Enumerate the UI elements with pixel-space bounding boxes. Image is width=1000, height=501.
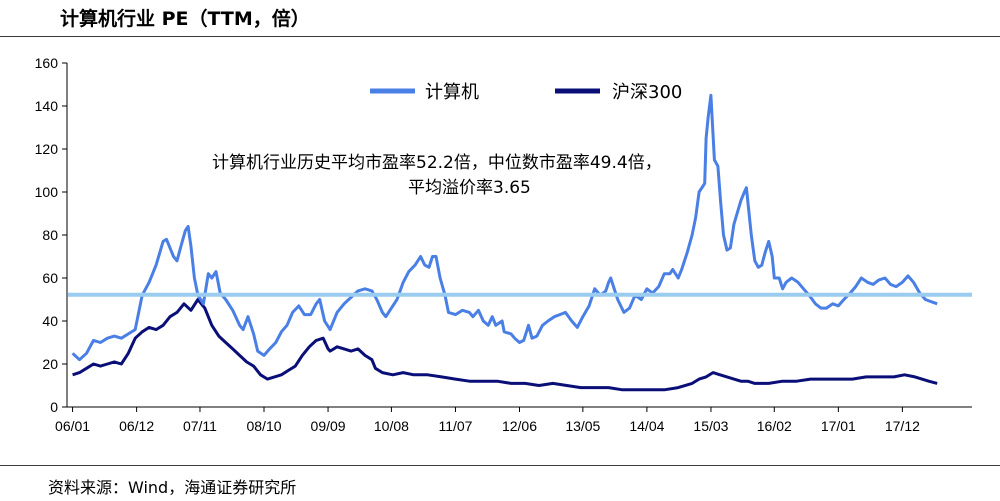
x-tick-label: 15/03 [693, 418, 728, 434]
legend: 计算机 沪深300 [370, 82, 682, 103]
y-tick-label: 80 [42, 227, 58, 243]
series-line-csi300 [72, 298, 938, 392]
y-tick-label: 20 [42, 356, 58, 372]
x-tick-label: 17/01 [821, 418, 856, 434]
chart-axes: 0 20 40 60 80 100 120 140 160 06/01 06/12 07/11 08/… [35, 55, 972, 434]
x-tick-label: 10/08 [374, 418, 409, 434]
x-tick-label: 13/05 [565, 418, 600, 434]
x-tick-label: 07/11 [183, 418, 217, 434]
x-tick-label: 11/07 [438, 418, 472, 434]
x-tick-label: 12/06 [502, 418, 537, 434]
annotation-line-1: 计算机行业历史平均市盈率52.2倍，中位数市盈率49.4倍， [212, 153, 662, 173]
y-tick-label: 100 [35, 184, 59, 200]
x-tick-label: 14/04 [629, 418, 664, 434]
x-tick-label: 16/02 [757, 418, 792, 434]
y-ticks: 0 20 40 60 80 100 120 140 160 [35, 55, 67, 415]
y-tick-label: 0 [50, 399, 58, 415]
y-tick-label: 40 [42, 313, 58, 329]
x-tick-label: 06/01 [55, 418, 90, 434]
x-tick-label: 09/09 [311, 418, 346, 434]
page-title: 计算机行业 PE（TTM，倍） [60, 8, 310, 30]
x-tick-label: 08/10 [246, 418, 281, 434]
series-layer [71, 93, 938, 392]
legend-label-csi300: 沪深300 [612, 82, 682, 103]
source-note: 资料来源：Wind，海通证券研究所 [48, 478, 297, 497]
pe-line-chart: 0 20 40 60 80 100 120 140 160 06/01 06/12 07/11 08/… [35, 55, 972, 434]
bottom-divider [0, 465, 1000, 466]
x-ticks: 06/01 06/12 07/11 08/10 09/09 10/08 11/07 12/06… [55, 407, 920, 434]
x-tick-label: 17/12 [885, 418, 920, 434]
legend-label-computer: 计算机 [425, 82, 479, 103]
y-tick-label: 120 [35, 141, 59, 157]
series-line-computer [71, 93, 938, 362]
top-divider [0, 36, 1000, 37]
y-tick-label: 160 [35, 55, 59, 71]
y-tick-label: 60 [42, 270, 58, 286]
y-tick-label: 140 [35, 98, 59, 114]
x-tick-label: 06/12 [119, 418, 154, 434]
annotation-line-2: 平均溢价率3.65 [408, 178, 531, 198]
